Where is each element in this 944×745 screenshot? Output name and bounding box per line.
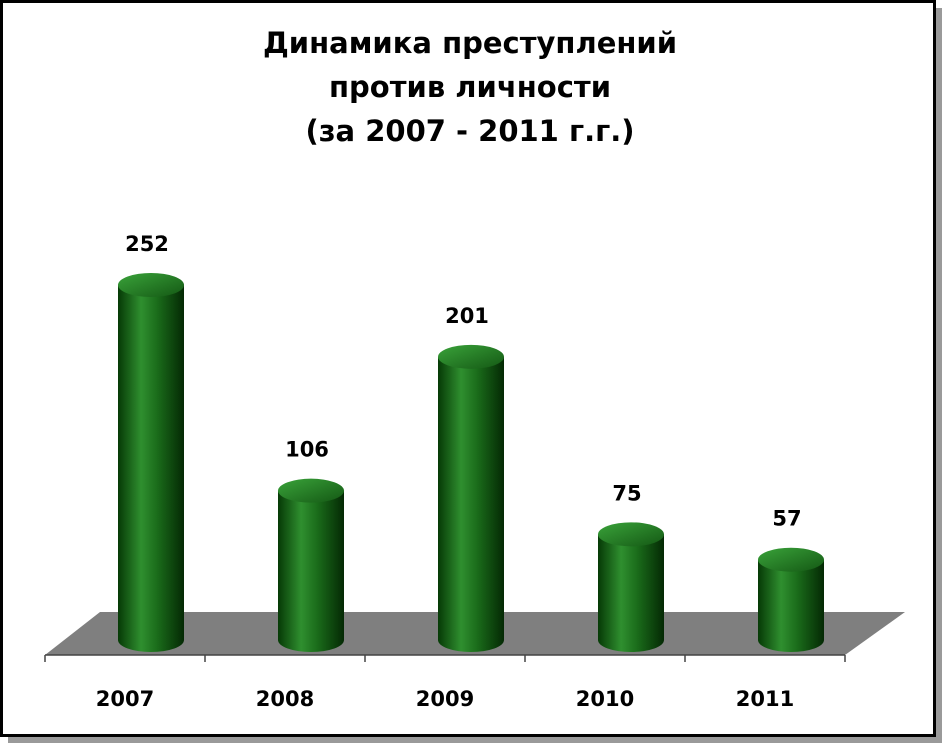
x-tick-label: 2010 <box>576 687 634 711</box>
bar <box>758 559 824 652</box>
value-label: 57 <box>772 507 801 531</box>
value-label: 75 <box>612 481 641 505</box>
chart-title: Динамика преступлений <box>263 26 677 60</box>
x-tick-label: 2009 <box>416 687 474 711</box>
bar <box>438 356 504 652</box>
bar <box>118 285 184 652</box>
bar-top <box>758 547 824 572</box>
bar-top <box>438 344 504 369</box>
bar-top <box>598 522 664 547</box>
bar-top <box>278 478 344 503</box>
value-label: 106 <box>285 438 329 462</box>
value-label: 201 <box>445 304 489 328</box>
value-label: 252 <box>125 232 169 256</box>
bar <box>598 534 664 652</box>
bar-top <box>118 273 184 297</box>
x-tick-label: 2011 <box>736 687 794 711</box>
x-tick-label: 2008 <box>256 687 314 711</box>
bar <box>278 490 344 652</box>
chart-title: (за 2007 - 2011 г.г.) <box>305 114 634 148</box>
chart-title: против личности <box>329 70 611 104</box>
x-tick-label: 2007 <box>96 687 154 711</box>
